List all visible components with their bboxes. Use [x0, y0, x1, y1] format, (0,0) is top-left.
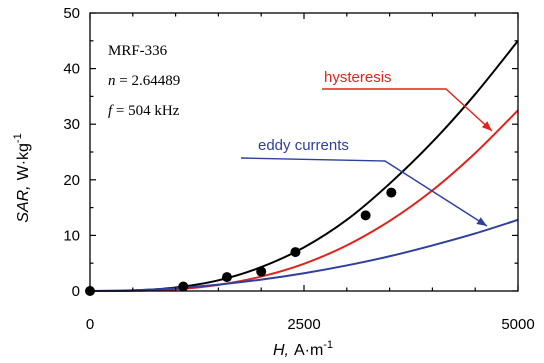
y-axis-unit-exponent: -1	[12, 133, 24, 143]
y-tick-label: 0	[72, 283, 80, 300]
data-point	[360, 210, 371, 221]
points-layer	[85, 187, 397, 296]
eddy-annotation-line	[240, 157, 488, 227]
f-value: = 504 kHz	[112, 103, 180, 119]
y-tick-label: 20	[63, 172, 80, 189]
y-axis-unit: W·kg	[15, 143, 32, 180]
hysteresis-annotation-arrowhead	[481, 121, 492, 131]
y-tick-label: 40	[63, 61, 80, 78]
data-point	[290, 247, 301, 258]
data-point	[256, 266, 267, 277]
n-parameter: n = 2.64489	[108, 73, 180, 89]
y-axis-title: SAR, W·kg-1	[12, 133, 32, 222]
eddy-annotation-label: eddy currents	[258, 137, 349, 154]
hysteresis-annotation-line	[322, 88, 493, 132]
f-parameter: f = 504 kHz	[108, 103, 180, 119]
data-point	[178, 281, 189, 292]
x-tick-label: 5000	[501, 316, 534, 333]
x-tick-label: 0	[86, 316, 94, 333]
y-tick-label: 30	[63, 116, 80, 133]
material-label: MRF-336	[108, 43, 168, 59]
x-axis-unit-exponent: -1	[323, 339, 333, 351]
series-layer	[89, 40, 519, 293]
x-axis-variable: H,	[273, 342, 289, 359]
x-axis-unit: A·m	[294, 342, 323, 359]
series-eddy-line	[89, 218, 519, 292]
f-symbol: f	[108, 103, 114, 119]
ticks-layer: 0 10 20 30 40 50 0 2500 5000	[63, 5, 534, 333]
annotation-layer: hysteresis eddy currents	[240, 69, 493, 227]
y-tick-label: 10	[63, 227, 80, 244]
data-point	[221, 272, 232, 283]
y-axis-variable: SAR,	[15, 185, 32, 222]
x-tick-label: 2500	[287, 316, 320, 333]
eddy-annotation-arrowhead	[476, 217, 487, 226]
data-point	[386, 187, 397, 198]
n-symbol: n	[108, 73, 116, 89]
x-axis-title: H, A·m-1	[273, 339, 333, 359]
series-hysteresis-line	[89, 109, 519, 293]
y-tick-label: 50	[63, 5, 80, 22]
info-box: MRF-336 n = 2.64489 f = 504 kHz	[108, 43, 180, 119]
hysteresis-annotation-label: hysteresis	[324, 69, 392, 86]
n-value: = 2.64489	[116, 73, 181, 89]
